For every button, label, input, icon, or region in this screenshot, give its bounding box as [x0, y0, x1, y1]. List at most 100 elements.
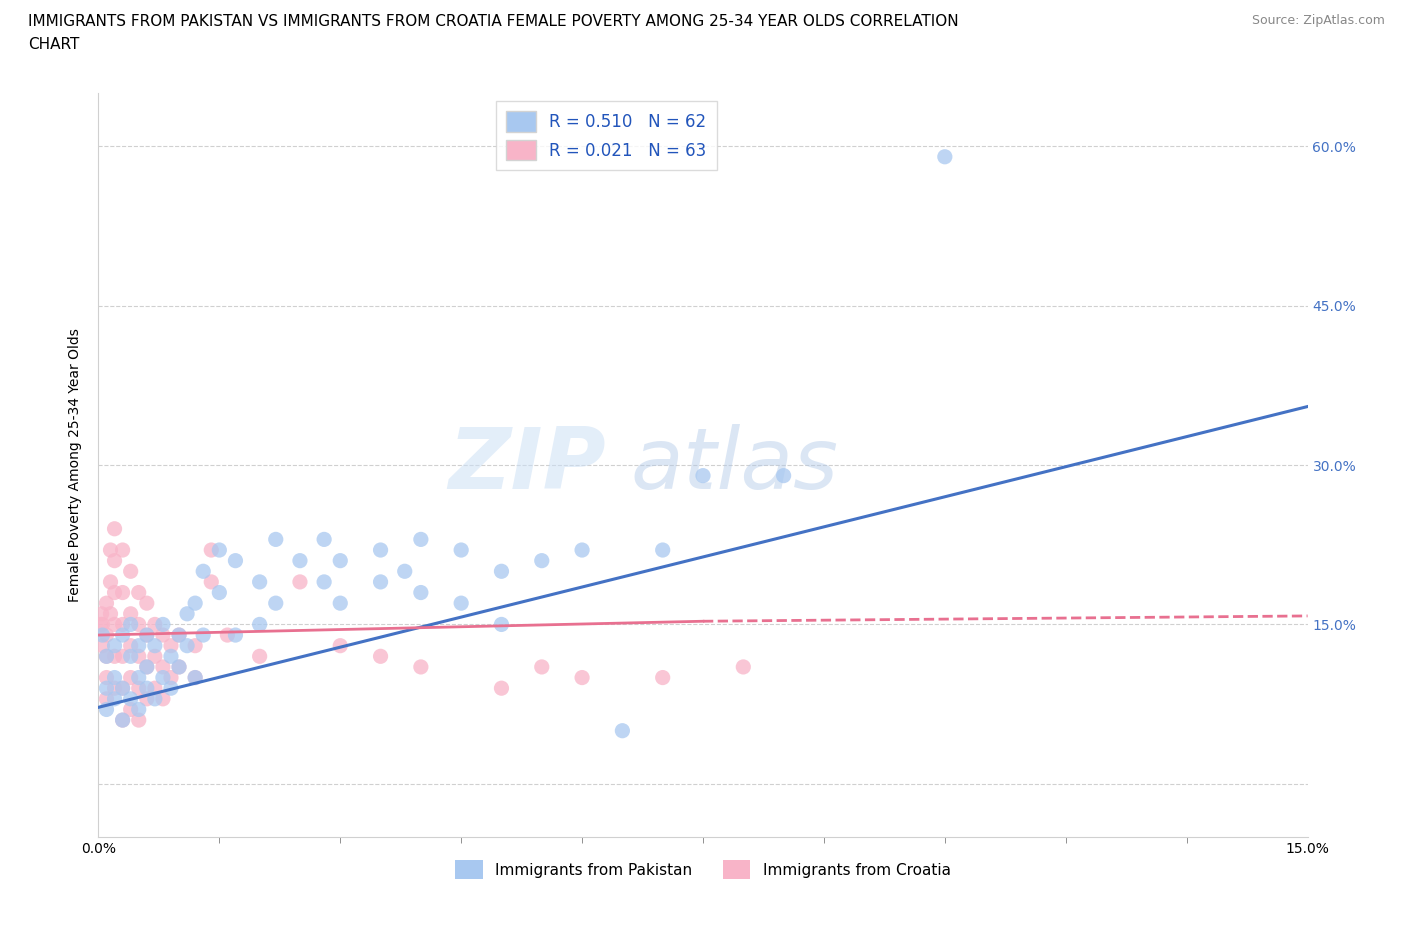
- Point: [184, 671, 207, 685]
- Point: [90, 617, 112, 631]
- Point: [135, 681, 157, 696]
- Point: [370, 649, 392, 664]
- Point: [135, 691, 157, 706]
- Point: [288, 553, 311, 568]
- Point: [184, 671, 207, 685]
- Point: [409, 659, 432, 674]
- Point: [152, 691, 174, 706]
- Point: [409, 585, 432, 600]
- Point: [249, 617, 271, 631]
- Point: [120, 617, 142, 631]
- Point: [135, 628, 157, 643]
- Point: [571, 671, 593, 685]
- Point: [96, 649, 118, 664]
- Point: [176, 638, 198, 653]
- Point: [409, 532, 432, 547]
- Point: [264, 532, 287, 547]
- Point: [530, 553, 553, 568]
- Y-axis label: Female Poverty Among 25-34 Year Olds: Female Poverty Among 25-34 Year Olds: [69, 328, 83, 602]
- Point: [193, 564, 215, 578]
- Point: [329, 553, 352, 568]
- Point: [370, 542, 392, 557]
- Point: [91, 638, 114, 653]
- Point: [103, 617, 125, 631]
- Text: IMMIGRANTS FROM PAKISTAN VS IMMIGRANTS FROM CROATIA FEMALE POVERTY AMONG 25-34 Y: IMMIGRANTS FROM PAKISTAN VS IMMIGRANTS F…: [28, 14, 959, 29]
- Point: [96, 596, 118, 611]
- Point: [96, 681, 118, 696]
- Text: Source: ZipAtlas.com: Source: ZipAtlas.com: [1251, 14, 1385, 27]
- Point: [143, 617, 166, 631]
- Point: [111, 681, 134, 696]
- Point: [111, 649, 134, 664]
- Point: [160, 681, 183, 696]
- Point: [120, 564, 142, 578]
- Point: [96, 671, 118, 685]
- Legend: Immigrants from Pakistan, Immigrants from Croatia: Immigrants from Pakistan, Immigrants fro…: [450, 855, 956, 885]
- Point: [329, 638, 352, 653]
- Point: [167, 659, 190, 674]
- Point: [128, 638, 150, 653]
- Point: [934, 150, 956, 165]
- Point: [208, 542, 231, 557]
- Point: [103, 649, 125, 664]
- Point: [91, 628, 114, 643]
- Point: [160, 638, 183, 653]
- Point: [135, 596, 157, 611]
- Point: [143, 638, 166, 653]
- Point: [128, 702, 150, 717]
- Point: [692, 468, 714, 483]
- Point: [208, 585, 231, 600]
- Point: [103, 585, 125, 600]
- Point: [96, 691, 118, 706]
- Point: [651, 542, 673, 557]
- Point: [200, 575, 222, 590]
- Point: [167, 628, 190, 643]
- Point: [491, 681, 513, 696]
- Point: [184, 638, 207, 653]
- Point: [450, 542, 472, 557]
- Point: [450, 596, 472, 611]
- Point: [128, 671, 150, 685]
- Point: [152, 628, 174, 643]
- Point: [176, 606, 198, 621]
- Point: [111, 585, 134, 600]
- Point: [100, 575, 122, 590]
- Point: [111, 681, 134, 696]
- Point: [167, 659, 190, 674]
- Point: [772, 468, 794, 483]
- Point: [160, 671, 183, 685]
- Point: [184, 596, 207, 611]
- Point: [152, 659, 174, 674]
- Point: [90, 606, 112, 621]
- Point: [224, 628, 246, 643]
- Point: [394, 564, 416, 578]
- Point: [111, 712, 134, 727]
- Point: [128, 712, 150, 727]
- Point: [111, 712, 134, 727]
- Point: [571, 542, 593, 557]
- Point: [100, 606, 122, 621]
- Point: [91, 617, 114, 631]
- Point: [249, 575, 271, 590]
- Point: [96, 628, 118, 643]
- Point: [135, 628, 157, 643]
- Point: [530, 659, 553, 674]
- Point: [120, 606, 142, 621]
- Point: [103, 681, 125, 696]
- Point: [143, 649, 166, 664]
- Point: [152, 617, 174, 631]
- Point: [111, 617, 134, 631]
- Point: [100, 542, 122, 557]
- Point: [111, 628, 134, 643]
- Point: [651, 671, 673, 685]
- Text: ZIP: ZIP: [449, 423, 606, 507]
- Point: [103, 691, 125, 706]
- Point: [264, 596, 287, 611]
- Point: [103, 671, 125, 685]
- Point: [143, 681, 166, 696]
- Point: [224, 553, 246, 568]
- Point: [128, 617, 150, 631]
- Point: [143, 691, 166, 706]
- Point: [103, 638, 125, 653]
- Point: [120, 702, 142, 717]
